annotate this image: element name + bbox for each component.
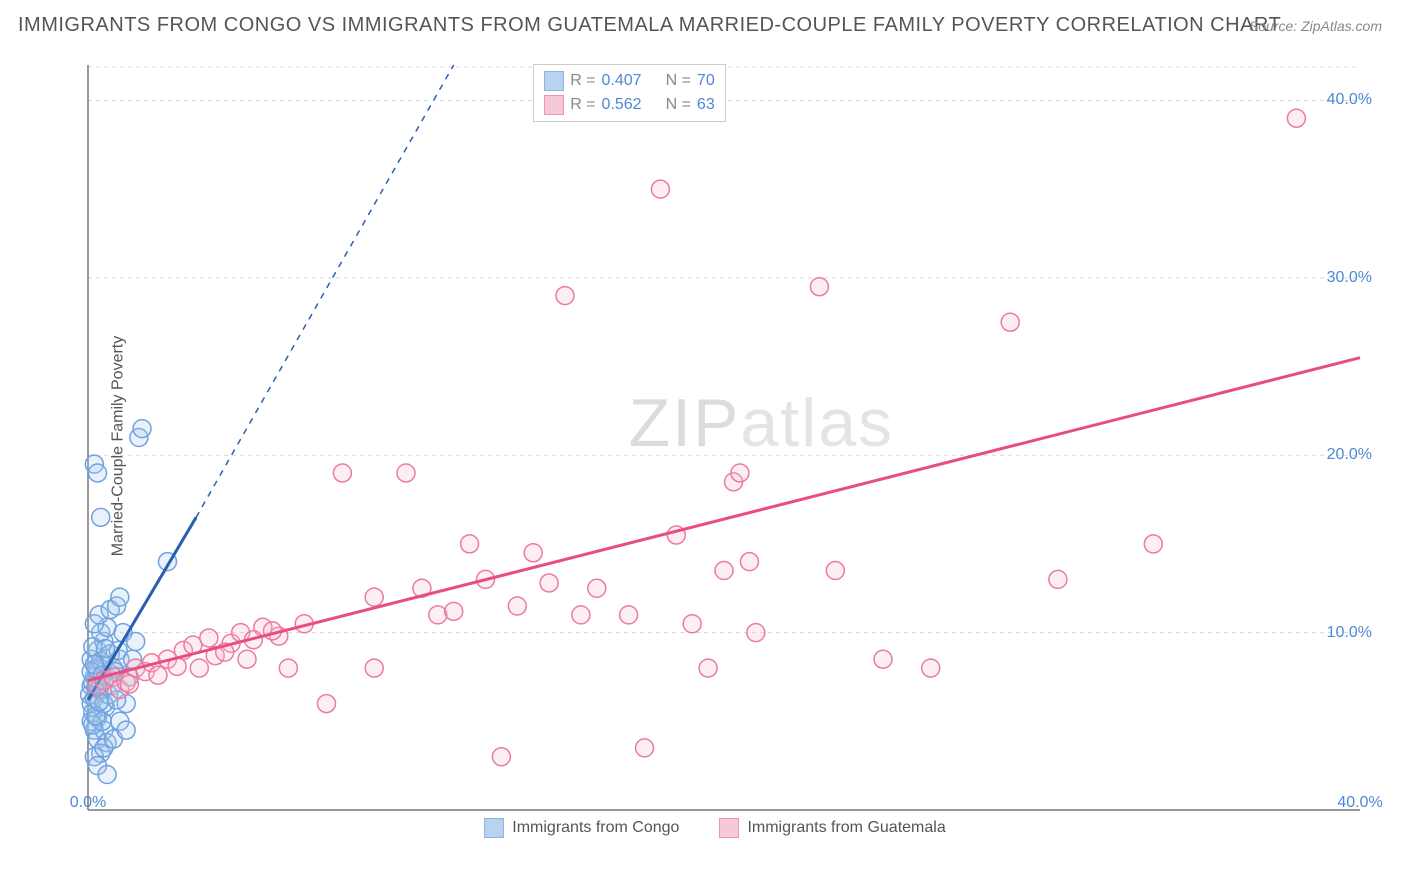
legend-swatch — [719, 818, 739, 838]
legend-swatch — [544, 71, 564, 91]
legend-swatch — [544, 95, 564, 115]
x-tick-label: 0.0% — [70, 794, 106, 812]
plot-area: ZIPatlas R =0.407N =70R =0.562N =63 10.0… — [50, 60, 1380, 840]
legend-stat-row: R = 0.562 N = 63 — [544, 93, 715, 117]
legend-series-item: Immigrants from Guatemala — [719, 818, 945, 838]
n-label: N = — [666, 96, 691, 114]
n-value: 63 — [697, 96, 715, 114]
n-value: 70 — [697, 72, 715, 90]
r-value: 0.562 — [602, 96, 642, 114]
r-label: R = — [570, 96, 595, 114]
legend-series-item: Immigrants from Congo — [484, 818, 679, 838]
chart-svg — [50, 60, 1380, 840]
source-label: Source: — [1249, 18, 1297, 34]
y-tick-label: 40.0% — [1327, 91, 1372, 109]
legend-series-label: Immigrants from Guatemala — [747, 819, 945, 837]
legend-swatch — [484, 818, 504, 838]
x-tick-label: 40.0% — [1337, 794, 1382, 812]
legend-series-label: Immigrants from Congo — [512, 819, 679, 837]
chart-title: IMMIGRANTS FROM CONGO VS IMMIGRANTS FROM… — [18, 14, 1281, 37]
y-tick-label: 10.0% — [1327, 624, 1372, 642]
n-label: N = — [666, 72, 691, 90]
source-attribution: Source: ZipAtlas.com — [1249, 18, 1382, 34]
y-tick-label: 20.0% — [1327, 446, 1372, 464]
y-tick-label: 30.0% — [1327, 269, 1372, 287]
legend-stats: R = 0.407 N = 70 R = 0.562 N = 63 — [533, 64, 726, 122]
legend-series: Immigrants from Congo Immigrants from Gua… — [50, 818, 1380, 838]
r-value: 0.407 — [602, 72, 642, 90]
source-value: ZipAtlas.com — [1301, 18, 1382, 34]
r-label: R = — [570, 72, 595, 90]
legend-stat-row: R = 0.407 N = 70 — [544, 69, 715, 93]
